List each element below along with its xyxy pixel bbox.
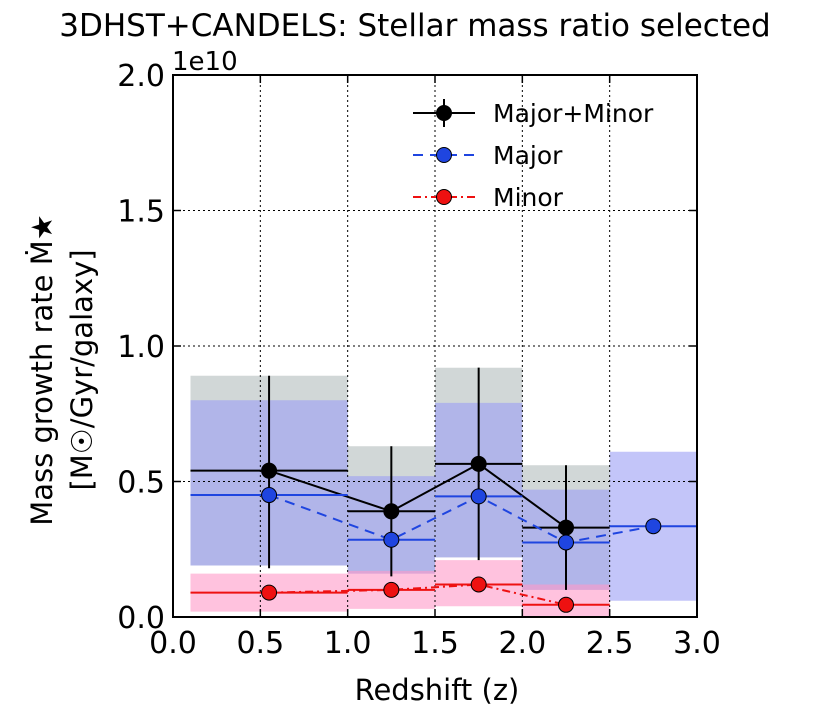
data-point xyxy=(383,581,400,598)
data-point xyxy=(558,519,574,536)
y-tick-label: 0.0 xyxy=(117,601,165,636)
axis-ticks: 0.0 0.5 1.0 1.5 2.0 2.5 3.0 0.0 0.5 1.0 1.5 2.0 xyxy=(117,59,721,661)
y-tick-label: 1.0 xyxy=(117,330,165,365)
x-axis-label: Redshift (z) xyxy=(355,673,520,707)
legend-marker xyxy=(436,147,452,163)
data-point xyxy=(558,596,574,613)
y-tick-label: 2.0 xyxy=(117,59,165,94)
data-point xyxy=(645,518,662,535)
x-tick-label: 3.0 xyxy=(673,626,721,661)
legend-item-major-minor: Major+Minor xyxy=(413,99,654,128)
data-point xyxy=(383,531,400,548)
legend-label: Major xyxy=(493,141,563,170)
legend: Major+Minor Major Minor xyxy=(413,99,654,212)
y-multiplier-label: 1e10 xyxy=(172,47,238,77)
x-tick-label: 2.5 xyxy=(586,626,634,661)
x-tick-label: 2.0 xyxy=(498,626,546,661)
series-line xyxy=(268,462,567,529)
data-point xyxy=(383,503,400,520)
data-point xyxy=(261,462,278,479)
legend-marker xyxy=(436,105,452,121)
legend-label: Minor xyxy=(493,183,564,212)
legend-item-minor: Minor xyxy=(413,183,564,212)
chart-title: 3DHST+CANDELS: Stellar mass ratio select… xyxy=(59,8,771,44)
band-major xyxy=(190,400,697,601)
series-major-minor xyxy=(190,367,610,590)
legend-marker xyxy=(436,189,452,205)
y-axis-label-line2: [M☉/Gyr/galaxy] xyxy=(65,249,99,490)
series-minor xyxy=(190,576,610,613)
data-point xyxy=(558,534,574,551)
x-tick-label: 1.0 xyxy=(324,626,372,661)
y-axis-label-line1: Mass growth rate Ṁ★ xyxy=(25,214,59,526)
data-point xyxy=(470,488,487,505)
legend-label: Major+Minor xyxy=(493,99,654,128)
data-point xyxy=(470,576,487,593)
y-tick-label: 0.5 xyxy=(117,466,165,501)
series-layer xyxy=(190,367,697,613)
y-tick-label: 1.5 xyxy=(117,195,165,230)
series-line xyxy=(269,583,567,606)
x-tick-label: 1.5 xyxy=(411,626,459,661)
legend-item-major: Major xyxy=(413,141,563,170)
data-point xyxy=(261,584,278,601)
plot-area: 0.0 0.5 1.0 1.5 2.0 2.5 3.0 0.0 0.5 1.0 1.5 2.0 xyxy=(117,59,721,661)
data-point xyxy=(261,487,278,504)
series-major xyxy=(190,487,697,551)
x-tick-label: 0.5 xyxy=(236,626,284,661)
x-tick-label: 0.0 xyxy=(149,626,197,661)
data-point xyxy=(470,455,487,472)
